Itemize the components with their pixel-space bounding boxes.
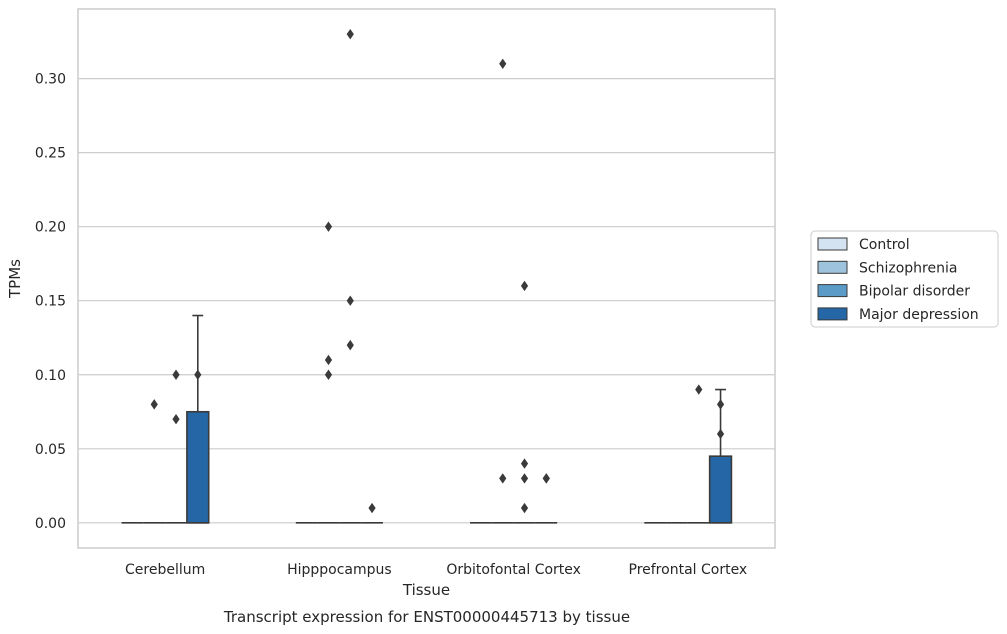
outlier-point (346, 339, 354, 351)
boxes (121, 314, 733, 524)
outlier-point (520, 280, 529, 292)
outlier-point (150, 399, 158, 410)
x-axis-title: Tissue (402, 581, 450, 599)
outlier-point (368, 502, 376, 514)
box-body (186, 410, 210, 524)
outlier-point (695, 384, 703, 395)
legend-label: Schizophrenia (859, 260, 957, 276)
legend-label: Major depression (859, 307, 979, 323)
y-tick-label: 0.30 (35, 72, 66, 88)
outlier-point (324, 354, 333, 366)
y-tick-label: 0.10 (35, 368, 66, 384)
legend-swatch (817, 284, 848, 298)
x-tick-label: Hipppocampus (287, 562, 392, 578)
outlier-point (716, 399, 725, 410)
outlier-point (520, 473, 529, 484)
legend: Control Schizophrenia Bipolar disorder Majo… (810, 230, 999, 328)
outlier-point (346, 295, 354, 306)
box-major-depression (186, 314, 210, 524)
outlier-point (324, 221, 333, 232)
gridlines (78, 77, 775, 524)
outlier-point (499, 473, 507, 484)
x-tick-label: Prefrontal Cortex (629, 562, 748, 578)
outlier-point (542, 473, 550, 484)
legend-label: Bipolar disorder (859, 284, 970, 300)
legend-frame (810, 230, 999, 328)
outlier-point (324, 369, 333, 380)
legend-swatch (817, 237, 848, 251)
y-axis-title: TPMs (6, 259, 24, 299)
y-tick-label: 0.05 (35, 442, 66, 458)
y-tick-label: 0.25 (35, 146, 66, 162)
outlier-point (172, 413, 180, 425)
legend-label: Control (859, 237, 910, 253)
y-tick-labels: 0.00 0.05 0.10 0.15 0.20 0.25 0.30 (35, 72, 66, 532)
y-tick-label: 0.00 (35, 516, 66, 532)
x-tick-label: Orbitofontal Cortex (446, 562, 581, 578)
box-body (708, 455, 733, 524)
outlier-point (499, 58, 507, 69)
outlier-point (520, 502, 529, 514)
plot-area-frame (77, 8, 776, 549)
x-tick-label: Cerebellum (125, 562, 205, 578)
outlier-point (172, 369, 180, 380)
outlier-point (194, 369, 202, 380)
legend-swatch (817, 307, 848, 321)
outlier-point (520, 458, 529, 469)
y-tick-label: 0.15 (35, 294, 66, 310)
y-tick-label: 0.20 (35, 220, 66, 236)
outlier-point (346, 28, 354, 40)
x-tick-labels: Cerebellum Hipppocampus Orbitofontal Corte… (125, 562, 747, 578)
outlier-points (150, 28, 725, 514)
outlier-point (716, 428, 725, 440)
chart-caption: Transcript expression for ENST0000044571… (223, 608, 630, 626)
legend-swatch (817, 260, 848, 274)
